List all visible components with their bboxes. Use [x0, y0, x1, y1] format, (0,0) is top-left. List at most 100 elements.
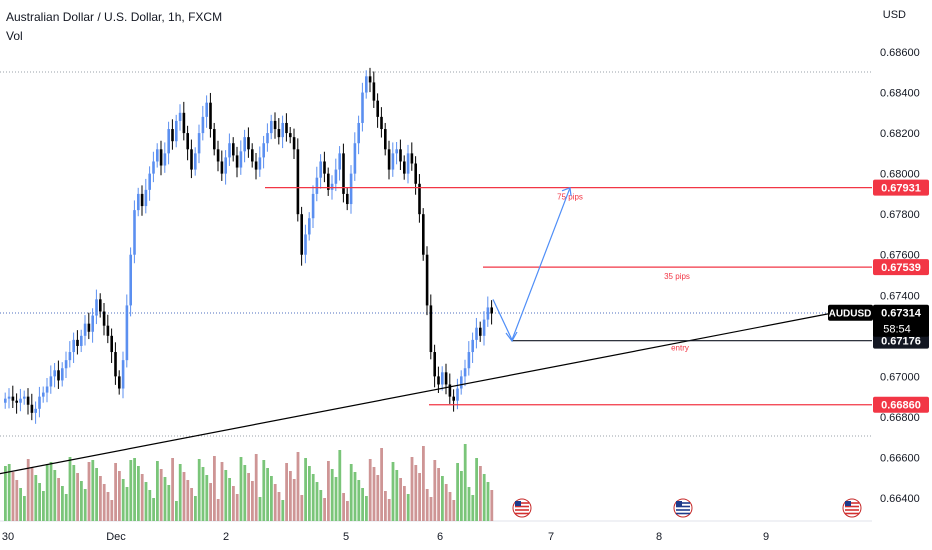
- candle-body: [452, 396, 455, 401]
- volume-bar: [110, 500, 114, 521]
- volume-bar: [384, 491, 387, 521]
- volume-bar: [197, 459, 201, 521]
- y-tick-label: 0.66600: [880, 452, 920, 464]
- volume-bar: [422, 446, 425, 521]
- candle-body: [315, 177, 319, 194]
- candle-body: [380, 116, 383, 130]
- candle-body: [106, 325, 110, 336]
- volume-bar: [266, 468, 269, 521]
- candle-body: [270, 120, 273, 134]
- level-price-text: 0.67176: [881, 336, 921, 348]
- candle-body: [448, 384, 452, 397]
- volume-bar: [285, 463, 288, 521]
- x-tick-label: 5: [343, 531, 349, 543]
- symbol-tag-text: AUDUSD: [829, 309, 872, 320]
- volume-bar: [68, 457, 72, 521]
- volume-bar: [463, 444, 467, 521]
- candle-body: [53, 370, 56, 377]
- volume-bar: [216, 499, 220, 521]
- volume-bar: [34, 475, 38, 521]
- volume-bar: [72, 465, 76, 521]
- volume-bar: [304, 458, 307, 521]
- volume-bar: [372, 467, 376, 521]
- candle-body: [228, 143, 231, 158]
- volume-bar: [482, 474, 486, 521]
- candle-body: [327, 173, 330, 190]
- x-tick-label: 6: [437, 531, 443, 543]
- candle-body: [372, 82, 376, 101]
- candle-body: [403, 161, 406, 174]
- volume-bar: [349, 464, 353, 521]
- volume-bar: [429, 497, 433, 521]
- candle-body: [194, 153, 197, 170]
- volume-bar: [376, 475, 380, 521]
- volume-bar: [61, 486, 64, 521]
- volume-bar: [220, 462, 224, 521]
- candle-body: [133, 210, 136, 255]
- volume-bar: [186, 480, 190, 521]
- candle-body: [266, 133, 269, 144]
- volume-bar: [171, 458, 174, 521]
- candle-body: [444, 372, 448, 385]
- current-price-tag: [873, 304, 929, 337]
- volume-bar: [178, 464, 182, 521]
- candle-body: [190, 149, 193, 170]
- level-label: 75 pips: [557, 193, 583, 202]
- candle-body: [186, 133, 189, 150]
- candle-body: [148, 173, 151, 190]
- volume-bar: [239, 457, 243, 521]
- volume-bar: [129, 460, 133, 521]
- volume-bar: [11, 472, 15, 521]
- candle-body: [285, 122, 288, 134]
- candle-body: [11, 396, 15, 401]
- volume-bar: [106, 492, 110, 521]
- x-tick-label: 30: [2, 531, 14, 543]
- candle-body: [152, 161, 155, 174]
- volume-bar: [403, 486, 406, 521]
- candle-body: [486, 307, 490, 320]
- candle-body: [45, 386, 49, 393]
- candle-body: [42, 392, 45, 397]
- candle-body: [80, 335, 83, 346]
- candle-body: [38, 396, 41, 409]
- chart-header: Australian Dollar / U.S. Dollar, 1h, FXC…: [6, 9, 222, 44]
- volume-label[interactable]: Vol: [6, 29, 23, 43]
- volume-bar: [57, 478, 60, 521]
- volume-bar: [448, 492, 452, 521]
- candle-body: [475, 327, 478, 340]
- volume-bar: [156, 461, 159, 521]
- x-tick-label: 7: [548, 531, 554, 543]
- candle-body: [30, 404, 34, 413]
- candle-body: [121, 360, 125, 389]
- candle-body: [87, 323, 91, 332]
- volume-bar: [45, 464, 49, 521]
- volume-bar: [308, 466, 311, 521]
- candle-body: [156, 149, 159, 162]
- volume-bar: [42, 491, 45, 521]
- flag-canton: [845, 501, 851, 506]
- candle-body: [171, 129, 174, 142]
- y-tick-label: 0.66400: [880, 493, 920, 505]
- volume-bar: [194, 496, 197, 521]
- current-price-text: 0.67314: [881, 308, 922, 320]
- candle-body: [456, 388, 459, 401]
- candle-body: [330, 183, 334, 190]
- volume-bar: [64, 494, 68, 521]
- symbol-title[interactable]: Australian Dollar / U.S. Dollar, 1h, FXC…: [6, 10, 223, 24]
- volume-bar: [30, 467, 34, 521]
- volume-bar: [425, 489, 429, 521]
- level-label: entry: [671, 344, 689, 353]
- x-tick-label: Dec: [106, 531, 126, 543]
- volume-bar: [391, 462, 395, 521]
- candle-body: [34, 408, 37, 413]
- candle-body: [7, 396, 11, 399]
- volume-bar: [357, 480, 361, 521]
- level-price-tag: [873, 396, 929, 413]
- candle-body: [361, 92, 364, 123]
- candle-body: [406, 153, 410, 174]
- candle-body: [140, 193, 144, 207]
- candle-body: [4, 398, 7, 403]
- candle-body: [95, 299, 98, 316]
- candle-body: [247, 137, 250, 150]
